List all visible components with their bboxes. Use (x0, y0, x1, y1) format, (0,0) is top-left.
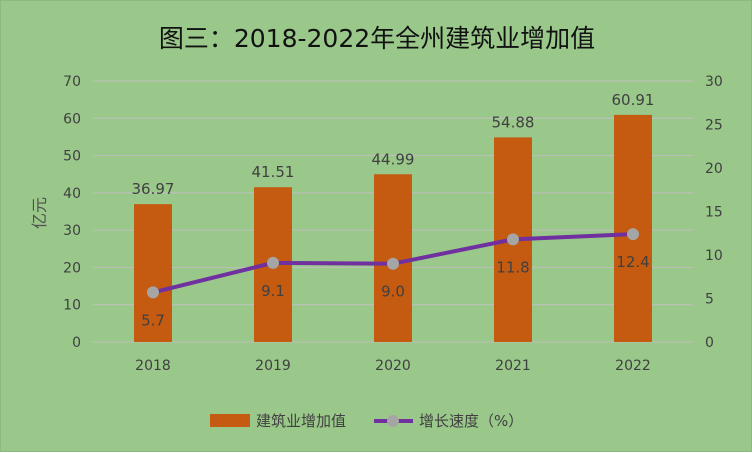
y-tick-label: 50 (63, 149, 81, 165)
bar-data-label: 36.97 (132, 180, 175, 198)
y-tick-label: 70 (63, 74, 81, 90)
y2-tick-label: 20 (705, 161, 723, 177)
legend-line-marker (387, 415, 399, 427)
y-tick-label: 30 (63, 223, 81, 239)
bar (134, 204, 172, 342)
bar-series (134, 114, 652, 342)
line-point (147, 286, 159, 299)
y-axis-title: 亿元 (30, 197, 49, 229)
y2-tick-label: 30 (705, 74, 723, 90)
x-tick-label: 2022 (615, 358, 651, 374)
bar-data-label: 54.88 (492, 113, 535, 131)
line-point (267, 256, 279, 269)
y-tick-label: 0 (72, 335, 81, 351)
line-data-label: 12.4 (616, 253, 649, 271)
bar-data-label: 60.91 (612, 91, 655, 109)
line-point (387, 257, 399, 270)
axis-ticks: 0 10 20 30 40 50 60 70 0 5 10 15 20 25 30 2018 2019 2020 2… (63, 74, 723, 374)
line-series (147, 228, 639, 299)
y2-tick-label: 10 (705, 248, 723, 264)
x-tick-label: 2019 (255, 358, 291, 374)
chart-title: 图三：2018-2022年全州建筑业增加值 (159, 24, 595, 53)
x-tick-label: 2018 (135, 358, 171, 374)
line-data-label: 9.0 (381, 283, 405, 301)
y-tick-label: 40 (63, 186, 81, 202)
legend-line-label: 增长速度（%） (419, 412, 523, 430)
line-data-label: 11.8 (496, 258, 529, 276)
legend: 建筑业增加值 增长速度（%） (210, 412, 523, 430)
x-tick-label: 2021 (495, 358, 531, 374)
y2-tick-label: 5 (705, 292, 714, 308)
y-tick-label: 60 (63, 111, 81, 127)
y2-tick-label: 0 (705, 335, 714, 351)
y2-tick-label: 15 (705, 205, 723, 221)
bar-data-label: 44.99 (372, 150, 415, 168)
y-tick-label: 10 (63, 298, 81, 314)
bar-data-label: 41.51 (252, 163, 295, 181)
y2-tick-label: 25 (705, 118, 723, 134)
data-labels: 36.97 41.51 44.99 54.88 60.91 5.7 9.1 9.0 11.8 12… (132, 91, 655, 330)
x-tick-label: 2020 (375, 358, 411, 374)
line-point (627, 228, 639, 241)
line-point (507, 233, 519, 246)
y-tick-label: 20 (63, 260, 81, 276)
legend-bar-swatch (210, 414, 250, 427)
line-data-label: 5.7 (141, 311, 165, 329)
line-data-label: 9.1 (261, 282, 285, 300)
legend-bar-label: 建筑业增加值 (256, 412, 346, 430)
